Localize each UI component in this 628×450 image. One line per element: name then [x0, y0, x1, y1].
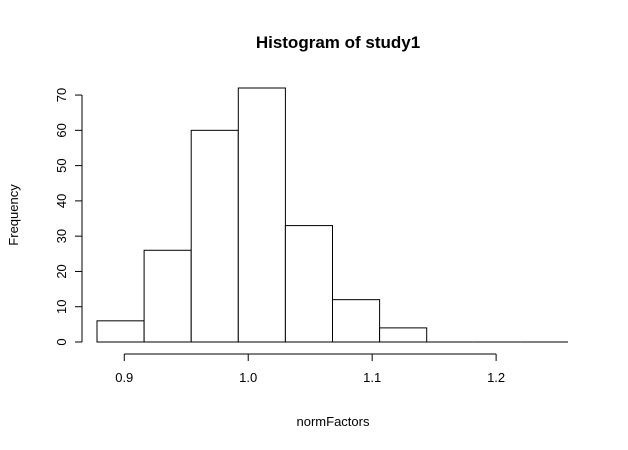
histogram-bar	[237, 87, 286, 343]
y-tick-label: 50	[54, 158, 69, 172]
y-tick-label: 0	[54, 338, 69, 345]
y-tick-label: 20	[54, 264, 69, 278]
y-axis: 0 10 20 30 40 50 60 70	[54, 88, 83, 346]
chart-title: Histogram of study1	[256, 33, 420, 52]
histogram-bar	[332, 299, 381, 343]
histogram-bar	[379, 327, 428, 343]
y-tick-label: 70	[54, 88, 69, 102]
histogram-bar	[96, 320, 145, 343]
y-tick-label: 10	[54, 299, 69, 313]
y-tick-label: 40	[54, 194, 69, 208]
bars-group	[96, 87, 568, 343]
y-tick-label: 30	[54, 229, 69, 243]
x-tick-label: 1.0	[239, 370, 257, 385]
histogram-bar	[143, 249, 192, 343]
x-tick-label: 1.1	[363, 370, 381, 385]
x-axis-label: normFactors	[297, 414, 370, 429]
x-tick-label: 1.2	[487, 370, 505, 385]
x-axis: 0.9 1.0 1.1 1.2	[115, 353, 505, 385]
histogram-bar	[284, 225, 333, 343]
y-tick-label: 60	[54, 123, 69, 137]
y-axis-label: Frequency	[6, 184, 21, 246]
histogram-bar	[190, 129, 239, 343]
x-tick-label: 0.9	[115, 370, 133, 385]
